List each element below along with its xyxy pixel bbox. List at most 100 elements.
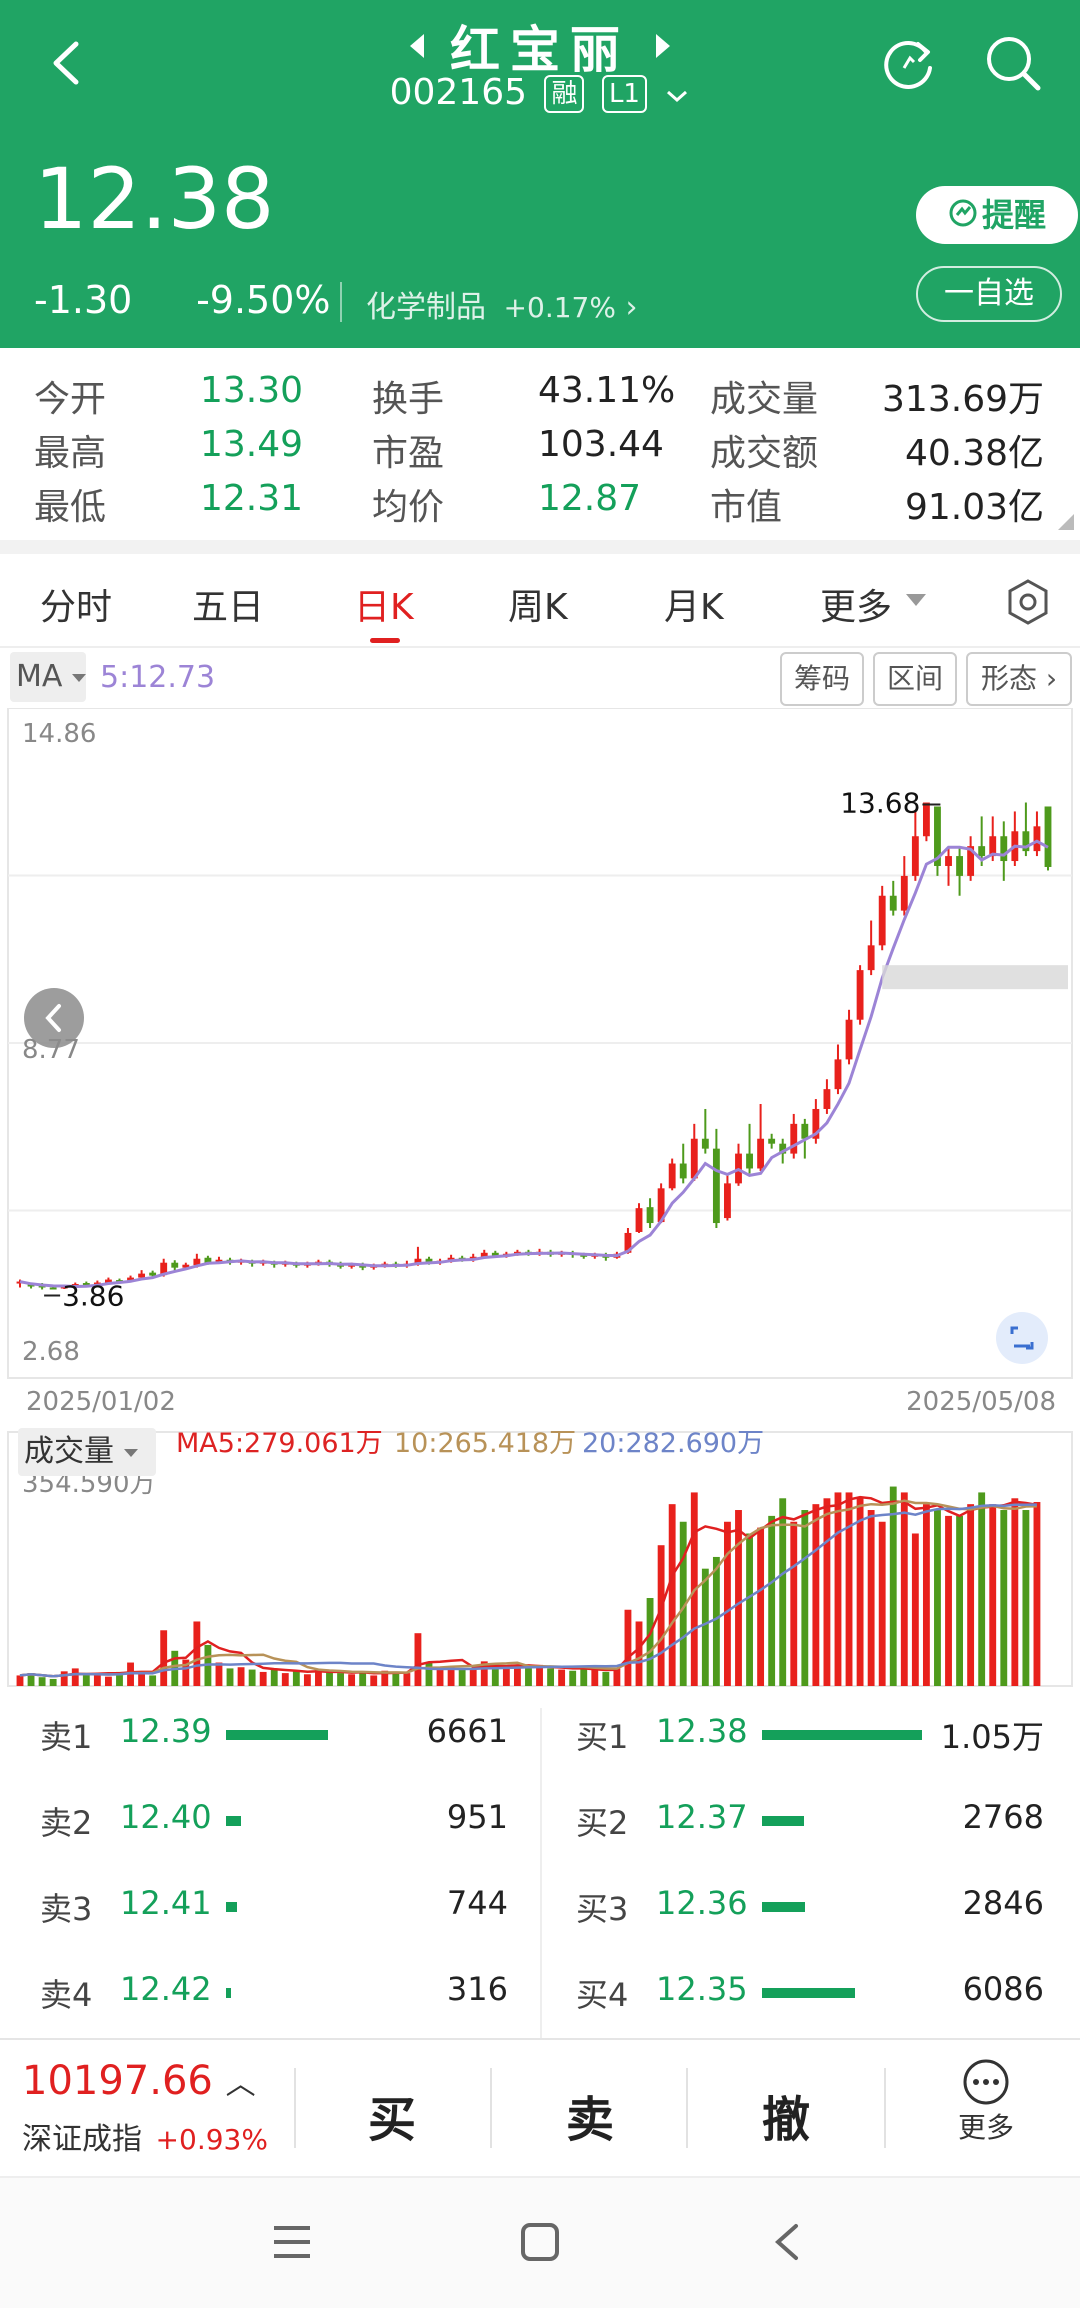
chips-button[interactable]: 筹码	[780, 652, 864, 706]
volume-bar	[326, 1671, 333, 1686]
ma-selector[interactable]: MA	[10, 652, 86, 702]
next-stock-icon[interactable]	[656, 34, 670, 58]
asks-volume-bar	[226, 1988, 231, 1998]
y-min-label: 2.68	[22, 1337, 80, 1367]
sell-button[interactable]: 卖	[566, 2092, 615, 2148]
candle-body	[757, 1138, 765, 1169]
prev-arrow-icon[interactable]	[24, 988, 84, 1048]
tab-3[interactable]: 周K	[508, 587, 568, 628]
volume-bar	[856, 1498, 864, 1686]
buy-button[interactable]: 买	[368, 2092, 417, 2148]
volume-bar	[945, 1515, 952, 1686]
home-icon[interactable]	[520, 2222, 560, 2266]
candle-body	[60, 1286, 68, 1289]
candle-body	[414, 1258, 422, 1264]
tab-2[interactable]: 日K	[354, 587, 414, 628]
caret-down-icon	[123, 1448, 138, 1457]
x-end-label: 2025/05/08	[906, 1387, 1056, 1417]
back-icon[interactable]	[46, 38, 86, 88]
range-button[interactable]: 区间	[873, 652, 957, 706]
volume-bar	[679, 1521, 687, 1686]
volume-ma5-label: MA5:279.061万	[176, 1428, 383, 1459]
asks-price: 12.39	[120, 1712, 212, 1750]
volume-ma20-label: 20:282.690万	[582, 1428, 764, 1459]
bids-label: 买4	[576, 1976, 629, 2014]
volume-bar	[436, 1668, 444, 1686]
tab-0[interactable]: 分时	[40, 587, 113, 628]
stats-divider	[0, 540, 1080, 554]
favorite-button[interactable]: 一自选	[916, 266, 1062, 322]
volume-bar	[602, 1671, 610, 1686]
candle-body	[348, 1264, 356, 1267]
menu-icon[interactable]	[272, 2224, 312, 2264]
volume-bar	[746, 1533, 753, 1686]
bids-price: 12.37	[656, 1798, 748, 1836]
stat-label: 最高	[34, 433, 107, 474]
stat-value: 13.49	[200, 424, 304, 465]
candle-body	[779, 1143, 787, 1154]
price-change-pct: -9.50%	[196, 278, 331, 322]
more-label: 更多	[957, 2111, 1014, 2144]
candle-body	[27, 1284, 35, 1287]
volume-bar	[956, 1515, 963, 1686]
candle-body	[580, 1254, 588, 1257]
candle-body	[701, 1138, 709, 1149]
stock-code-row[interactable]: 002165 融 L1	[0, 72, 1080, 115]
candle-body	[867, 945, 875, 971]
more-button[interactable]: 更多	[946, 2058, 1026, 2146]
refresh-icon[interactable]	[880, 34, 938, 92]
volume-bar	[757, 1527, 765, 1686]
candle-body	[491, 1252, 499, 1256]
volume-bar	[547, 1668, 555, 1686]
volume-bar	[668, 1504, 676, 1686]
volume-bar	[105, 1676, 112, 1686]
bids-vol: 2846	[962, 1884, 1044, 1922]
alert-button[interactable]: 提醒	[916, 186, 1078, 244]
volume-bar	[536, 1664, 543, 1686]
bids-label: 买1	[576, 1718, 629, 1756]
more-dropdown-icon[interactable]	[906, 594, 926, 606]
search-icon[interactable]	[984, 34, 1042, 92]
stat-label: 今开	[34, 379, 107, 420]
tab-4[interactable]: 月K	[664, 587, 724, 628]
low-label: 3.86	[62, 1279, 124, 1312]
candle-body	[989, 836, 997, 857]
stat-label: 市盈	[372, 433, 445, 474]
candle-body	[138, 1273, 146, 1278]
volume-bar	[934, 1510, 941, 1686]
volume-label: 成交量	[24, 1434, 114, 1469]
cancel-button[interactable]: 撤	[762, 2092, 811, 2148]
volume-bar	[513, 1666, 521, 1686]
volume-bar	[27, 1673, 35, 1686]
candle-body	[668, 1163, 676, 1189]
volume-bar	[867, 1510, 875, 1686]
volume-bar	[359, 1671, 367, 1686]
asks-label: 卖1	[40, 1718, 93, 1756]
fullscreen-icon[interactable]	[996, 1312, 1048, 1364]
settings-icon[interactable]	[1006, 578, 1050, 626]
bids-vol: 6086	[962, 1970, 1044, 2008]
tab-1[interactable]: 五日	[192, 587, 265, 628]
pattern-button[interactable]: 形态 ›	[966, 652, 1072, 706]
expand-corner-icon[interactable]	[1058, 514, 1074, 530]
stock-header: 红宝丽 002165 融 L1 12.38 提醒 -1.30 -9.50% 化学…	[0, 0, 1080, 348]
volume-ma20-line	[19, 1503, 1037, 1678]
volume-bar	[259, 1671, 267, 1686]
volume-bar	[790, 1521, 798, 1686]
asks-price: 12.40	[120, 1798, 212, 1836]
prev-stock-icon[interactable]	[410, 34, 424, 58]
tabs-divider	[0, 646, 1080, 648]
volume-selector[interactable]: 成交量	[18, 1428, 156, 1476]
candle-body	[746, 1153, 753, 1169]
volume-bar	[82, 1674, 90, 1686]
candle-body	[93, 1282, 101, 1286]
sector-link[interactable]: 化学制品 +0.17% ›	[366, 282, 638, 326]
volume-bar	[458, 1669, 466, 1686]
stock-name: 红宝丽	[450, 21, 630, 79]
bids-volume-bar	[762, 1730, 922, 1740]
tab-5[interactable]: 更多	[820, 587, 893, 628]
nav-back-icon[interactable]	[772, 2222, 802, 2266]
index-value[interactable]: 10197.66 ︿	[22, 2058, 256, 2104]
volume-bar	[16, 1675, 24, 1686]
